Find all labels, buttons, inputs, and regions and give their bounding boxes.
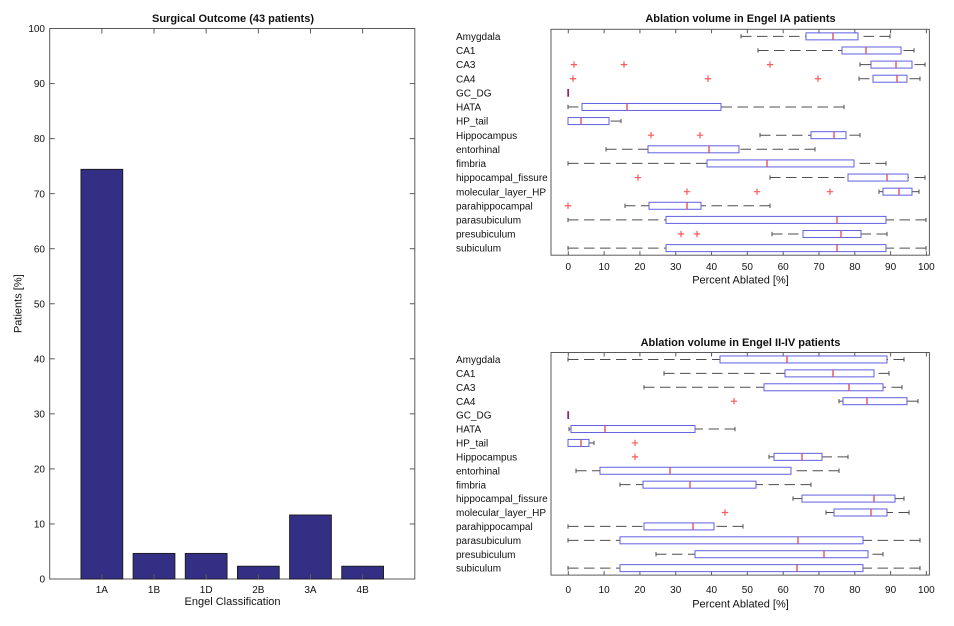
svg-text:HP_tail: HP_tail [456,439,488,450]
svg-text:CA1: CA1 [456,46,476,57]
svg-text:100: 100 [918,585,935,596]
svg-text:0: 0 [566,262,572,273]
svg-text:GC_DG: GC_DG [456,88,492,99]
svg-text:10: 10 [599,262,611,273]
svg-text:50: 50 [742,262,754,273]
svg-text:Ablation volume in Engel IA pa: Ablation volume in Engel IA patients [645,13,835,25]
svg-text:80: 80 [849,585,861,596]
svg-text:Percent Ablated [%]: Percent Ablated [%] [692,599,789,611]
svg-text:1B: 1B [148,585,161,596]
svg-text:CA1: CA1 [456,369,476,380]
svg-text:2B: 2B [252,585,265,596]
svg-text:fimbria: fimbria [456,480,486,491]
svg-text:1D: 1D [200,585,213,596]
svg-text:40: 40 [706,585,718,596]
svg-text:60: 60 [778,585,790,596]
svg-text:20: 20 [634,262,646,273]
svg-text:60: 60 [778,262,790,273]
svg-text:subiculum: subiculum [456,244,501,255]
svg-text:70: 70 [813,585,825,596]
svg-text:GC_DG: GC_DG [456,411,492,422]
svg-text:entorhinal: entorhinal [456,145,500,156]
svg-text:Engel Classification: Engel Classification [185,596,281,608]
svg-text:subiculum: subiculum [456,564,501,575]
svg-text:hippocampal_fissure: hippocampal_fissure [456,494,548,505]
svg-text:Hippocampus: Hippocampus [456,131,517,142]
svg-text:CA4: CA4 [456,397,476,408]
svg-text:100: 100 [28,24,45,35]
svg-text:0: 0 [39,575,45,586]
svg-text:parahippocampal: parahippocampal [456,201,533,212]
svg-text:entorhinal: entorhinal [456,466,500,477]
svg-text:30: 30 [670,262,682,273]
svg-text:molecular_layer_HP: molecular_layer_HP [456,187,546,198]
svg-text:50: 50 [34,299,46,310]
svg-text:Hippocampus: Hippocampus [456,452,517,463]
svg-text:Ablation volume in Engel II-IV: Ablation volume in Engel II-IV patients [641,337,841,349]
svg-text:50: 50 [742,585,754,596]
svg-text:Surgical Outcome (43 patients): Surgical Outcome (43 patients) [152,13,314,25]
svg-text:CA3: CA3 [456,383,476,394]
svg-text:Percent Ablated [%]: Percent Ablated [%] [692,274,789,286]
svg-text:fimbria: fimbria [456,159,486,170]
svg-text:CA3: CA3 [456,60,476,71]
svg-text:1A: 1A [96,585,109,596]
svg-text:presubiculum: presubiculum [456,550,515,561]
svg-text:hippocampal_fissure: hippocampal_fissure [456,173,548,184]
svg-text:70: 70 [34,189,46,200]
svg-text:HATA: HATA [456,103,482,114]
svg-text:90: 90 [885,585,897,596]
svg-text:20: 20 [634,585,646,596]
svg-text:40: 40 [34,354,46,365]
svg-text:0: 0 [566,585,572,596]
svg-text:90: 90 [34,79,46,90]
svg-text:parahippocampal: parahippocampal [456,522,533,533]
svg-text:Patients [%]: Patients [%] [13,274,25,333]
svg-text:30: 30 [34,409,46,420]
svg-text:70: 70 [813,262,825,273]
svg-text:CA4: CA4 [456,74,476,85]
svg-text:10: 10 [599,585,611,596]
svg-text:40: 40 [706,262,718,273]
svg-text:60: 60 [34,244,46,255]
svg-text:20: 20 [34,465,46,476]
svg-text:HATA: HATA [456,425,482,436]
svg-text:80: 80 [849,262,861,273]
svg-text:90: 90 [885,262,897,273]
svg-text:HP_tail: HP_tail [456,117,488,128]
svg-text:10: 10 [34,520,46,531]
svg-text:Amygdala: Amygdala [456,355,501,366]
svg-text:30: 30 [670,585,682,596]
svg-text:parasubiculum: parasubiculum [456,216,521,227]
svg-text:presubiculum: presubiculum [456,230,515,241]
svg-text:80: 80 [34,134,46,145]
svg-text:3A: 3A [304,585,317,596]
svg-text:4B: 4B [357,585,370,596]
svg-text:100: 100 [918,262,935,273]
svg-text:parasubiculum: parasubiculum [456,536,521,547]
svg-text:Amygdala: Amygdala [456,32,501,43]
svg-text:molecular_layer_HP: molecular_layer_HP [456,508,546,519]
